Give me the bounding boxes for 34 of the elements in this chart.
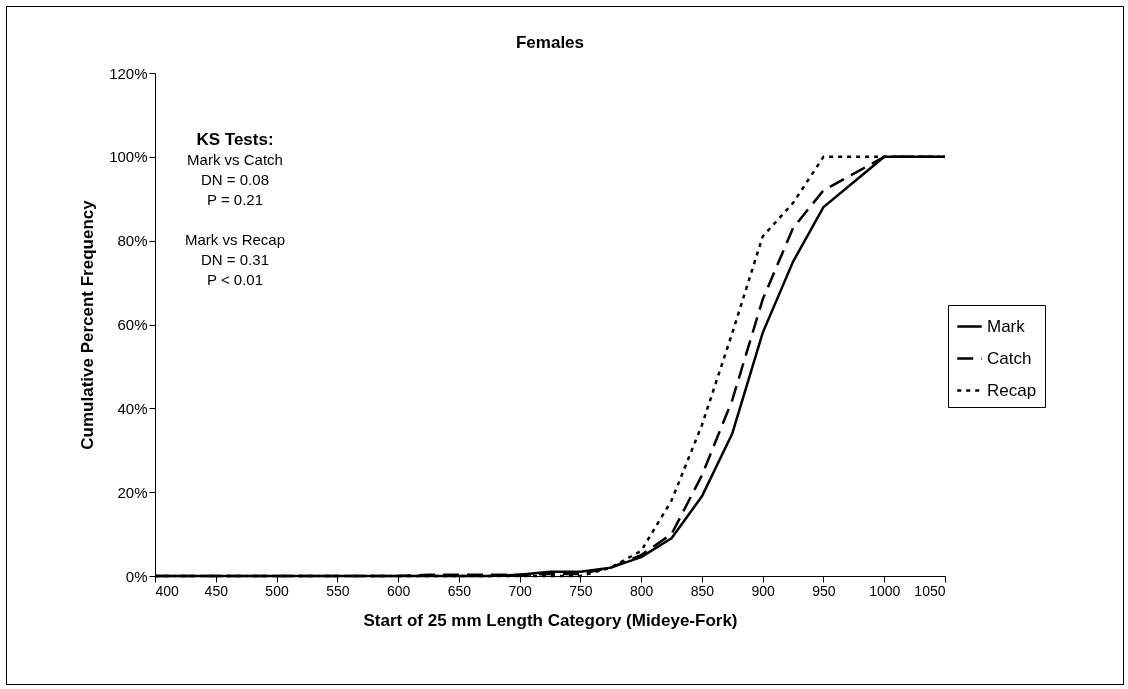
x-tick-label: 550 — [326, 582, 350, 599]
x-tick-label: 600 — [386, 582, 411, 599]
annotation: DN = 0.08 — [200, 170, 270, 190]
chart-title: Females — [515, 33, 585, 52]
y-tick-label: 120% — [109, 64, 148, 82]
x-tick-label: 850 — [690, 582, 715, 599]
x-tick-label: 900 — [751, 582, 776, 599]
annotation: Mark vs Catch — [186, 150, 284, 170]
annotation: Mark vs Recap — [184, 230, 286, 250]
x-tick-label: 650 — [447, 582, 472, 599]
annotation: DN = 0.31 — [200, 250, 270, 270]
x-tick-label: 450 — [204, 582, 229, 599]
x-axis-title: Start of 25 mm Length Category (Mideye-Fork) — [363, 610, 738, 630]
legend-label: Catch — [987, 348, 1032, 368]
annotation: KS Tests: — [195, 130, 275, 150]
annotation: P = 0.21 — [206, 190, 264, 210]
y-axis-title: Cumulative Percent Frequency — [78, 199, 98, 450]
x-tick-label: 750 — [569, 582, 593, 599]
y-tick-label: 60% — [117, 316, 148, 333]
x-tick-label: 700 — [508, 582, 533, 599]
y-tick-label: 80% — [117, 232, 148, 250]
x-tick-label: 800 — [629, 582, 654, 599]
y-tick-label: 100% — [109, 148, 148, 166]
y-tick-label: 40% — [117, 399, 148, 417]
y-tick-label: 0% — [125, 567, 148, 585]
x-tick-label: 500 — [265, 582, 289, 599]
annotation: P < 0.01 — [206, 270, 264, 290]
x-tick-label: 950 — [812, 582, 836, 599]
legend-label: Recap — [987, 380, 1037, 400]
x-tick-label: 400 — [155, 582, 180, 599]
y-tick-label: 20% — [117, 483, 148, 501]
x-tick-label: 1050 — [914, 582, 946, 599]
x-tick-label: 1000 — [869, 582, 901, 599]
legend-label: Mark — [987, 316, 1026, 336]
